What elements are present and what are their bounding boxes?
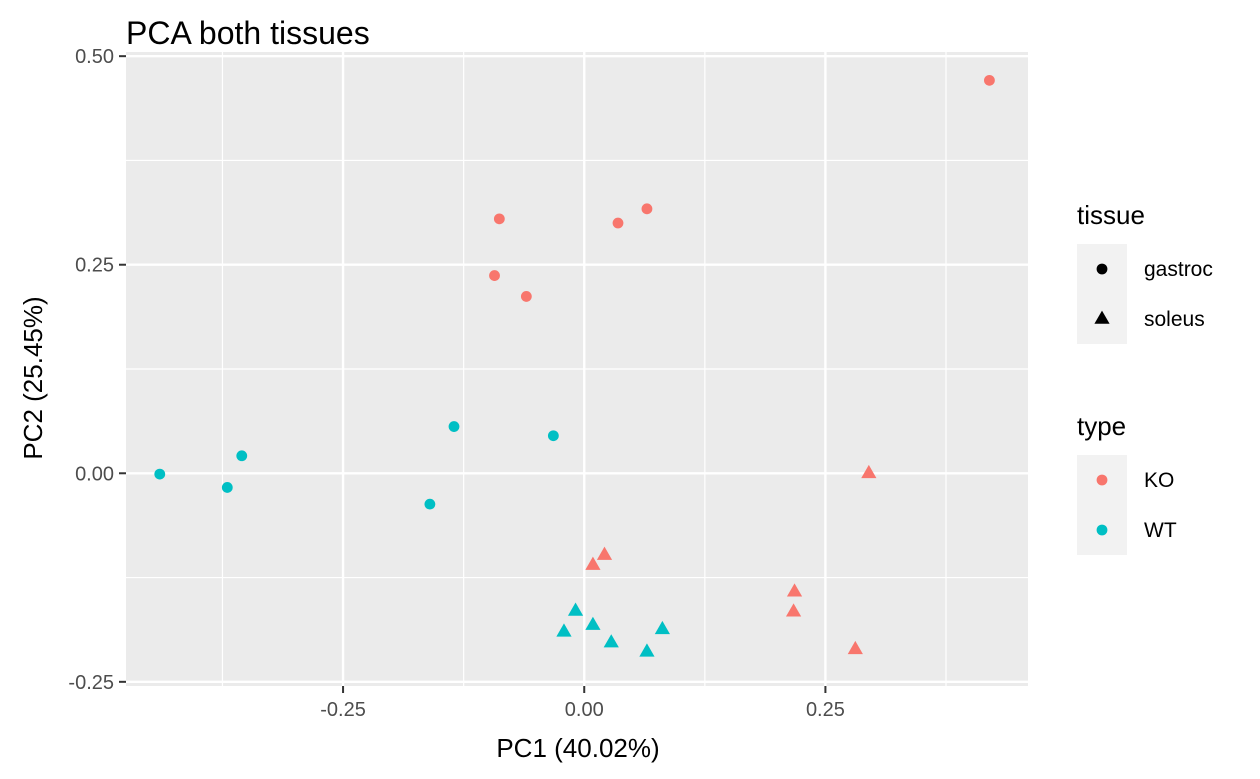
x-tick-label: 0.00 <box>565 699 604 721</box>
data-point-ko-gastroc <box>489 270 500 281</box>
y-tick-label: 0.50 <box>75 46 114 68</box>
data-point-wt-soleus <box>567 602 584 616</box>
legend-label-ko: KO <box>1144 469 1174 492</box>
x-tick-label: 0.25 <box>806 699 845 721</box>
data-point-wt-gastroc <box>547 430 559 442</box>
data-point-wt-soleus <box>639 643 655 657</box>
legend-title-type: type <box>1077 411 1126 441</box>
data-point-ko-soleus <box>861 464 877 479</box>
legend-marker-circle <box>1096 263 1108 275</box>
data-point-wt-gastroc <box>221 482 233 493</box>
legend-marker-triangle <box>1094 310 1110 324</box>
y-axis: -0.25 0.00 0.25 0.50 <box>68 46 126 694</box>
data-point-wt-gastroc <box>424 498 436 510</box>
legend: tissue gastroc soleus type KO WT <box>1077 200 1213 555</box>
data-point-ko-soleus <box>596 546 613 560</box>
data-point-ko-gastroc <box>493 213 505 225</box>
legend-label-gastroc: gastroc <box>1144 258 1213 281</box>
chart-title: PCA both tissues <box>126 15 370 51</box>
y-tick-label: -0.25 <box>68 672 114 694</box>
data-point-ko-soleus <box>786 583 803 597</box>
y-axis-title: PC2 (25.45%) <box>18 296 48 459</box>
major-gridlines <box>126 52 1028 686</box>
x-axis-title: PC1 (40.02%) <box>496 733 659 763</box>
legend-marker-ko <box>1096 474 1108 486</box>
data-point-ko-gastroc <box>984 74 995 86</box>
data-point-ko-gastroc <box>520 291 532 302</box>
legend-marker-wt <box>1096 524 1108 536</box>
data-point-ko-soleus <box>785 603 802 617</box>
x-axis: -0.25 0.00 0.25 <box>320 686 845 721</box>
y-tick-label: 0.00 <box>75 463 114 485</box>
legend-title-tissue: tissue <box>1077 200 1145 230</box>
data-points <box>154 74 995 657</box>
data-point-ko-gastroc <box>641 203 653 215</box>
data-point-wt-soleus <box>585 616 601 630</box>
data-point-wt-gastroc <box>236 450 248 462</box>
x-tick-label: -0.25 <box>320 699 366 721</box>
data-point-wt-gastroc <box>448 421 460 432</box>
data-point-ko-soleus <box>585 556 601 570</box>
data-point-wt-soleus <box>556 623 572 637</box>
minor-gridlines <box>126 52 1028 686</box>
legend-label-wt: WT <box>1144 519 1177 542</box>
y-tick-label: 0.25 <box>75 255 114 277</box>
data-point-ko-soleus <box>847 640 863 655</box>
data-point-wt-gastroc <box>154 468 166 480</box>
data-point-wt-soleus <box>654 620 670 635</box>
data-point-wt-soleus <box>603 634 619 648</box>
legend-label-soleus: soleus <box>1144 308 1205 331</box>
data-point-ko-gastroc <box>612 217 624 229</box>
